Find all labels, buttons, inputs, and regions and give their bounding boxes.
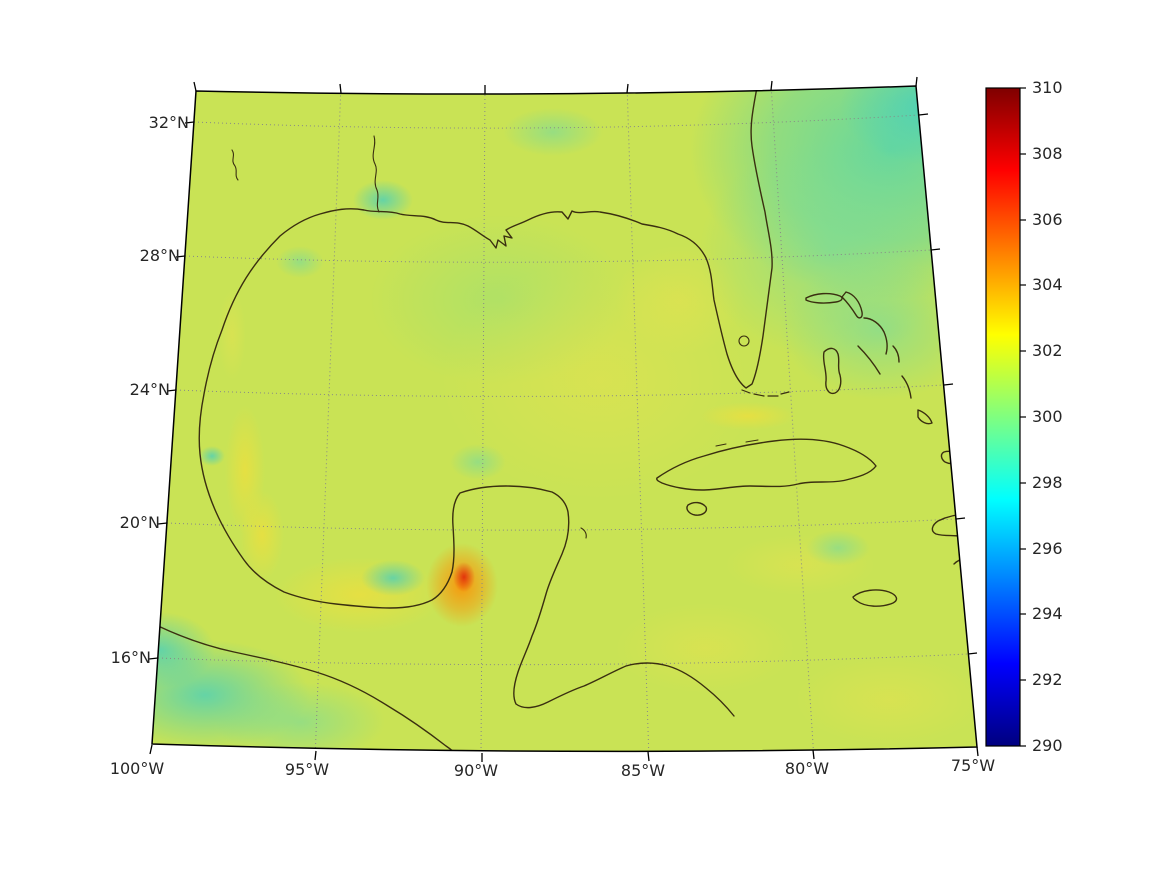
patch-honduras-warm — [615, 603, 795, 693]
patch-mexico-warm-band-2 — [240, 490, 284, 580]
island-isla-juventud — [686, 501, 708, 516]
river-sabine — [372, 135, 380, 213]
lat-tick-right-16n — [967, 652, 978, 655]
colorbar-label-304: 304 — [1032, 275, 1063, 294]
coastline-pacific — [152, 621, 463, 752]
lat-tick-right-24n — [943, 383, 954, 386]
graticule-meridian-95w — [314, 86, 342, 752]
colorbar-label-300: 300 — [1032, 407, 1063, 426]
lon-label-95w: 95°W — [284, 760, 330, 779]
patch-texas-nearshore-warm — [218, 290, 246, 380]
colorbar-label-296: 296 — [1032, 539, 1063, 558]
island-long-island — [901, 375, 912, 399]
lat-tick-16n — [148, 657, 159, 660]
lon-tick-95w — [314, 750, 317, 761]
patch-louisiana-shelf-cool — [353, 180, 413, 220]
patch-southeast-warm — [795, 655, 977, 745]
coastlines — [152, 86, 977, 752]
patch-north-inland-cool — [503, 108, 603, 156]
patch-florida-current-warm — [700, 402, 796, 430]
lat-tick-right-20n — [955, 517, 966, 520]
patch-texas-shelf-cool — [276, 246, 324, 278]
island-cat — [892, 345, 900, 363]
lon-tick-top-85w — [626, 83, 629, 94]
river-texas — [231, 149, 239, 181]
colorbar-label-290: 290 — [1032, 736, 1063, 755]
coastline-north-america — [198, 86, 773, 717]
lon-tick-top-95w — [339, 83, 342, 94]
island-jamaica — [852, 589, 898, 607]
patch-pacific-cool-2 — [152, 612, 215, 688]
island-eleuthera — [863, 317, 888, 355]
lat-tick-28n — [175, 255, 186, 258]
lake-okeechobee — [738, 335, 750, 347]
lon-tick-80w — [812, 749, 815, 760]
lat-label-16n: 16°N — [110, 648, 151, 667]
patch-cayman-cool — [806, 530, 870, 566]
island-exuma-chain — [857, 345, 881, 375]
colorbar-label-298: 298 — [1032, 473, 1063, 492]
lat-tick-24n — [166, 389, 177, 392]
island-crooked — [917, 409, 933, 425]
patch-mid-gulf-cool — [450, 444, 506, 480]
lon-tick-100w — [149, 744, 153, 755]
lon-tick-75w — [976, 746, 979, 757]
patch-mexico-coast-cool — [199, 446, 225, 466]
patch-yucatan-shelf-cool — [361, 560, 425, 596]
lat-tick-right-32n — [918, 113, 929, 116]
colorbar-label-302: 302 — [1032, 341, 1063, 360]
lon-label-90w: 90°W — [453, 761, 499, 780]
lon-label-80w: 80°W — [784, 759, 830, 778]
graticule-meridian-90w — [480, 86, 486, 752]
colorbar-ticks — [1020, 87, 1026, 747]
patch-bahamas-cool — [780, 260, 977, 400]
colorbar-label-292: 292 — [1032, 670, 1063, 689]
lon-tick-top-80w — [770, 80, 773, 91]
axis-ticks — [148, 76, 979, 762]
patch-campeche-hot-core — [453, 562, 475, 592]
colorbar-label-294: 294 — [1032, 604, 1063, 623]
patch-pacific-cool-3 — [215, 682, 385, 752]
lon-label-85w: 85°W — [620, 761, 666, 780]
island-grand-bahama — [805, 292, 843, 304]
island-abaco — [841, 291, 863, 319]
lat-label-32n: 32°N — [148, 113, 189, 132]
lat-label-20n: 20°N — [119, 513, 160, 532]
coastline-cuba — [656, 438, 877, 491]
lon-tick-85w — [647, 751, 650, 762]
lat-tick-20n — [157, 522, 168, 525]
lon-label-100w: 100°W — [109, 759, 165, 778]
map-boundary — [151, 85, 978, 753]
graticule-meridian-80w — [770, 86, 815, 752]
lat-tick-right-28n — [930, 248, 941, 251]
island-andros — [822, 347, 842, 395]
lat-tick-32n — [184, 121, 195, 124]
lat-label-28n: 28°N — [139, 246, 180, 265]
colorbar-label-310: 310 — [1032, 78, 1063, 97]
colorbar-label-308: 308 — [1032, 144, 1063, 163]
colorbar-gradient — [985, 87, 1021, 747]
lon-label-75w: 75°W — [950, 756, 996, 775]
map-field — [152, 86, 977, 752]
island-cozumel — [580, 527, 587, 539]
islands-florida-keys — [741, 389, 790, 397]
graticule-meridian-85w — [626, 86, 650, 752]
colorbar-label-306: 306 — [1032, 210, 1063, 229]
lon-tick-top-100w — [193, 81, 197, 92]
islands-cuba-cays — [715, 439, 759, 447]
lat-label-24n: 24°N — [129, 380, 170, 399]
graticule-parallel-24n — [175, 384, 945, 397]
lon-tick-top-75w — [915, 76, 918, 87]
colorbar — [985, 87, 1026, 747]
